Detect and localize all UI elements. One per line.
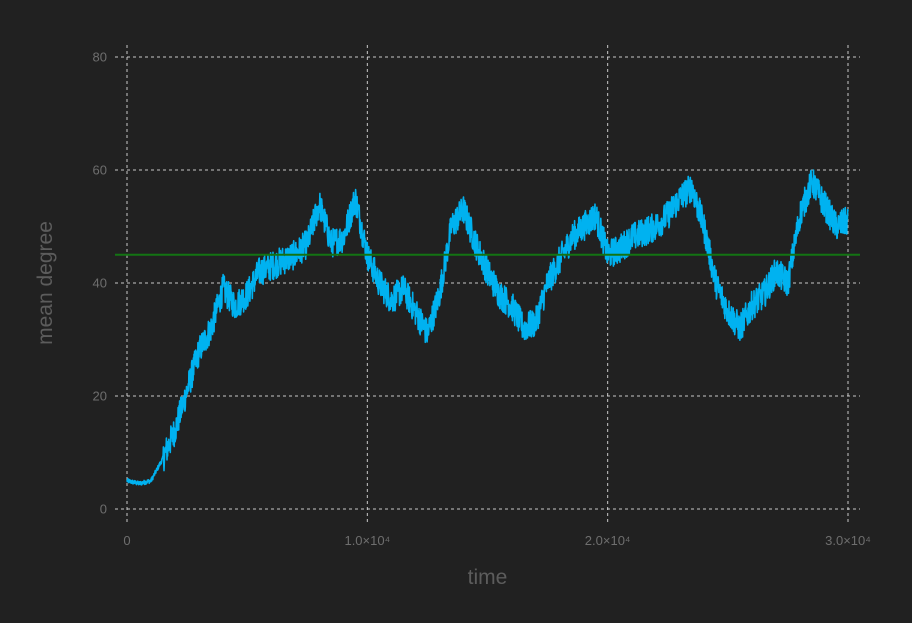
tick-labels: 0 1.0×10⁴ 2.0×10⁴ 3.0×10⁴ 0 20 40 60 80	[93, 50, 871, 549]
y-tick-label: 20	[93, 389, 107, 404]
y-tick-label: 60	[93, 163, 107, 178]
y-tick-label: 40	[93, 276, 107, 291]
x-tick-label: 2.0×10⁴	[585, 533, 631, 548]
x-tick-label: 1.0×10⁴	[344, 533, 390, 548]
x-axis-title: time	[468, 566, 508, 589]
x-tick-label: 0	[123, 533, 130, 548]
y-tick-label: 0	[100, 502, 107, 517]
plot-area	[115, 169, 860, 486]
y-axis-title: mean degree	[34, 221, 57, 345]
y-tick-label: 80	[93, 50, 107, 65]
mean-degree-series-line	[126, 169, 849, 486]
x-tick-label: 3.0×10⁴	[825, 533, 871, 548]
